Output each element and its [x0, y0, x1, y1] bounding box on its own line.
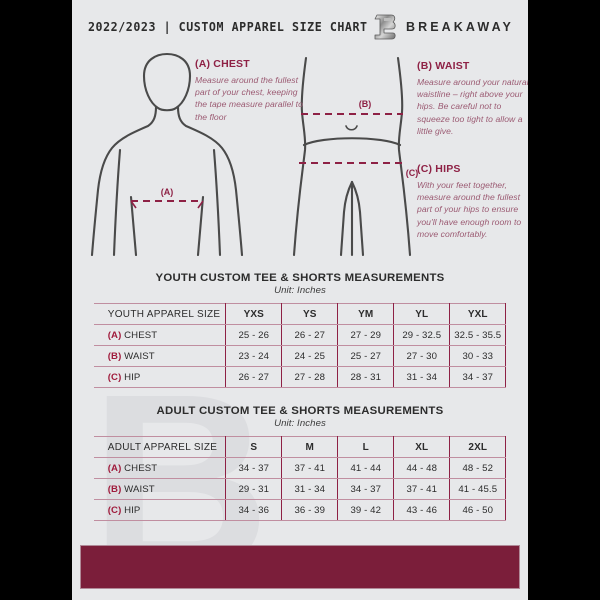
adult-chest-l: 41 - 44: [337, 457, 395, 479]
adult-waist-xl: 37 - 41: [393, 478, 451, 500]
table-row: (C) HIP 26 - 27 27 - 28 28 - 31 31 - 34 …: [93, 366, 507, 388]
youth-chest-yxs: 25 - 26: [225, 324, 283, 346]
youth-row-waist-name: WAIST: [124, 350, 155, 362]
youth-row-chest-letter: (A): [107, 329, 122, 341]
waist-marker-label: (B): [359, 99, 372, 109]
callout-waist-body: Measure around your natural waistline – …: [417, 77, 528, 136]
hip-marker-label: (C): [406, 168, 419, 178]
callout-chest: (A) CHEST Measure around the fullest par…: [195, 58, 311, 123]
youth-col-0: YXS: [225, 303, 283, 325]
table-row: (B) WAIST 29 - 31 31 - 34 34 - 37 37 - 4…: [93, 478, 507, 500]
adult-waist-m: 31 - 34: [281, 478, 339, 500]
youth-chest-yxl: 32.5 - 35.5: [449, 324, 507, 346]
youth-size-table: YOUTH APPAREL SIZE YXS YS YM YL YXL (A) …: [93, 303, 507, 388]
youth-row-hip-letter: (C): [107, 371, 122, 383]
youth-row-hip-name: HIP: [124, 371, 141, 383]
table-row: (B) WAIST 23 - 24 24 - 25 25 - 27 27 - 3…: [93, 345, 507, 367]
youth-col-3: YL: [393, 303, 451, 325]
youth-col-4: YXL: [449, 303, 507, 325]
page-title: 2022/2023 | CUSTOM APPAREL SIZE CHART: [88, 18, 368, 34]
youth-hip-ys: 27 - 28: [281, 366, 339, 388]
adult-row-hip-label: (C) HIP: [93, 499, 227, 521]
youth-waist-ym: 25 - 27: [337, 345, 395, 367]
adult-section-title: ADULT CUSTOM TEE & SHORTS MEASUREMENTS: [156, 405, 444, 417]
brand-name: BREAKAWAY: [405, 20, 514, 34]
adult-hip-xl: 43 - 46: [393, 499, 451, 521]
table-row: (A) CHEST 25 - 26 26 - 27 27 - 29 29 - 3…: [93, 324, 507, 346]
adult-section-unit: Unit: Inches: [274, 418, 326, 429]
adult-waist-s: 29 - 31: [225, 478, 283, 500]
body-figures-svg: (A) (B) (C): [90, 52, 419, 257]
adult-row-hip-name: HIP: [124, 504, 141, 516]
table-row: (A) CHEST 34 - 37 37 - 41 41 - 44 44 - 4…: [93, 457, 507, 479]
youth-section-title: YOUTH CUSTOM TEE & SHORTS MEASUREMENTS: [155, 272, 445, 284]
adult-col-2: L: [337, 436, 395, 458]
youth-col-2: YM: [337, 303, 395, 325]
youth-section-unit: Unit: Inches: [274, 285, 326, 296]
size-chart-page: B 2022/2023 | CUSTOM APPAREL SIZE CHART …: [72, 0, 528, 600]
brand-block: BREAKAWAY: [371, 12, 514, 42]
youth-row-chest-label: (A) CHEST: [93, 324, 227, 346]
callout-hips-title: (C) HIPS: [417, 163, 461, 175]
callout-chest-body: Measure around the fullest part of your …: [195, 75, 303, 122]
adult-section: ADULT CUSTOM TEE & SHORTS MEASUREMENTS U…: [72, 405, 528, 521]
adult-waist-2xl: 41 - 45.5: [449, 478, 507, 500]
youth-waist-yxs: 23 - 24: [225, 345, 283, 367]
breakaway-b-logo-icon: [374, 14, 396, 40]
youth-hip-yl: 31 - 34: [393, 366, 451, 388]
callout-waist: (B) WAIST Measure around your natural wa…: [417, 60, 528, 137]
youth-header-label: YOUTH APPAREL SIZE: [93, 303, 227, 325]
callout-chest-title: (A) CHEST: [195, 58, 250, 70]
youth-row-chest-name: CHEST: [124, 329, 158, 341]
adult-row-chest-letter: (A): [107, 462, 122, 474]
youth-hip-yxs: 26 - 27: [225, 366, 283, 388]
measurement-diagram: (A) (B) (C): [72, 50, 528, 272]
header: 2022/2023 | CUSTOM APPAREL SIZE CHART BR…: [72, 0, 528, 52]
youth-row-hip-label: (C) HIP: [93, 366, 227, 388]
youth-chest-yl: 29 - 32.5: [393, 324, 451, 346]
callout-hips: (C) HIPS With your feet together, measur…: [417, 163, 528, 240]
adult-chest-xl: 44 - 48: [393, 457, 451, 479]
table-row: (C) HIP 34 - 36 36 - 39 39 - 42 43 - 46 …: [93, 499, 507, 521]
adult-hip-m: 36 - 39: [281, 499, 339, 521]
adult-header-label: ADULT APPAREL SIZE: [93, 436, 227, 458]
adult-chest-2xl: 48 - 52: [449, 457, 507, 479]
youth-chest-ys: 26 - 27: [281, 324, 339, 346]
adult-hip-l: 39 - 42: [337, 499, 395, 521]
chest-marker-label: (A): [161, 187, 174, 197]
adult-hip-2xl: 46 - 50: [449, 499, 507, 521]
adult-waist-l: 34 - 37: [337, 478, 395, 500]
navel-mark: [345, 125, 358, 131]
youth-waist-yl: 27 - 30: [393, 345, 451, 367]
footer-bar: [80, 545, 520, 589]
adult-row-waist-name: WAIST: [124, 483, 155, 495]
adult-col-3: XL: [393, 436, 451, 458]
youth-row-waist-label: (B) WAIST: [93, 345, 227, 367]
adult-hip-s: 34 - 36: [225, 499, 283, 521]
callout-waist-title: (B) WAIST: [417, 60, 470, 72]
youth-waist-yxl: 30 - 33: [449, 345, 507, 367]
callout-hips-body: With your feet together, measure around …: [417, 180, 522, 239]
youth-chest-ym: 27 - 29: [337, 324, 395, 346]
adult-size-table: ADULT APPAREL SIZE S M L XL 2XL (A) CHES…: [93, 436, 507, 521]
youth-section: YOUTH CUSTOM TEE & SHORTS MEASUREMENTS U…: [72, 272, 528, 388]
youth-hip-ym: 28 - 31: [337, 366, 395, 388]
chest-measure-line: [130, 199, 204, 209]
adult-row-hip-letter: (C): [107, 504, 122, 516]
youth-waist-ys: 24 - 25: [281, 345, 339, 367]
table-header-row: YOUTH APPAREL SIZE YXS YS YM YL YXL: [93, 303, 507, 325]
adult-col-4: 2XL: [449, 436, 507, 458]
adult-col-0: S: [225, 436, 283, 458]
adult-row-waist-label: (B) WAIST: [93, 478, 227, 500]
adult-chest-s: 34 - 37: [225, 457, 283, 479]
adult-col-1: M: [281, 436, 339, 458]
adult-row-chest-label: (A) CHEST: [93, 457, 227, 479]
adult-row-waist-letter: (B): [107, 483, 122, 495]
table-header-row: ADULT APPAREL SIZE S M L XL 2XL: [93, 436, 507, 458]
youth-col-1: YS: [281, 303, 339, 325]
adult-row-chest-name: CHEST: [124, 462, 158, 474]
adult-chest-m: 37 - 41: [281, 457, 339, 479]
youth-row-waist-letter: (B): [107, 350, 122, 362]
youth-hip-yxl: 34 - 37: [449, 366, 507, 388]
